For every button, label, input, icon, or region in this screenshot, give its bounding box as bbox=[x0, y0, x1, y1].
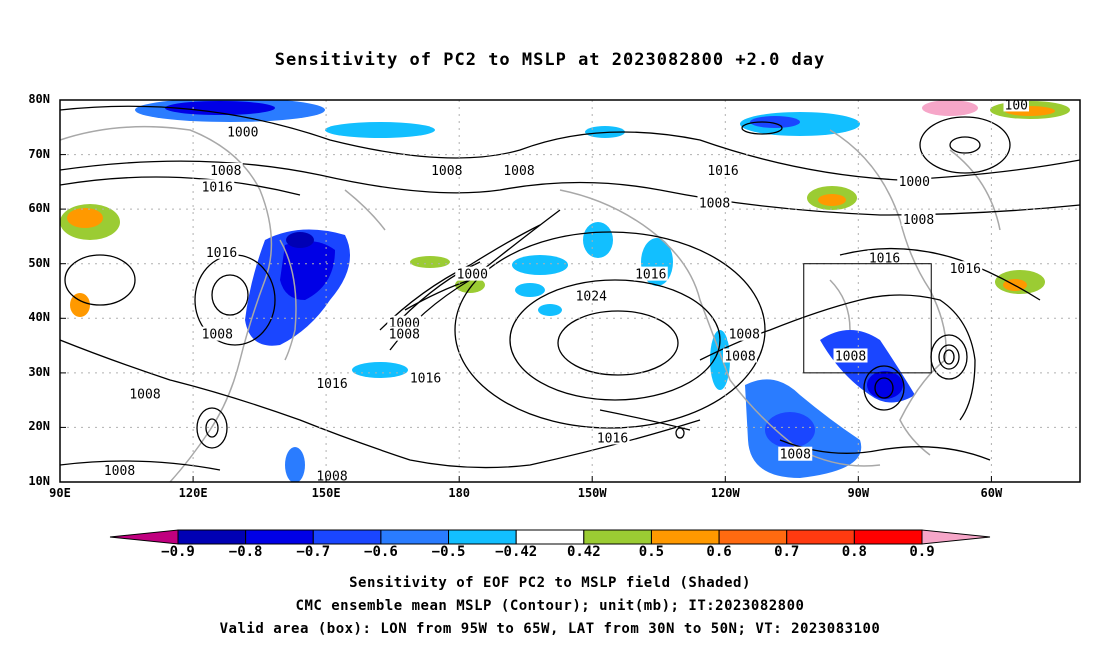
lat-label-60n: 60N bbox=[28, 201, 50, 215]
contour-label-bg bbox=[778, 446, 813, 461]
contour-label-bg bbox=[1003, 97, 1029, 112]
colorbar-tick-label: −0.6 bbox=[364, 544, 398, 560]
contour-label: 1008 bbox=[780, 448, 811, 463]
contour-label: 1008 bbox=[431, 164, 462, 179]
lon-label-90w: 90W bbox=[847, 486, 870, 500]
lat-label-80n: 80N bbox=[28, 92, 50, 106]
contour-label: 1008 bbox=[202, 328, 233, 343]
valid-area-box bbox=[803, 263, 932, 374]
contour-label-bg bbox=[315, 468, 349, 483]
contour-label-bg bbox=[128, 386, 162, 401]
contour-label-bg bbox=[727, 326, 762, 341]
lon-label-60w: 60W bbox=[980, 486, 1003, 500]
contour-label-bg bbox=[315, 375, 349, 390]
contour-label: 1000 bbox=[899, 175, 930, 190]
contour-label-bg bbox=[225, 124, 260, 139]
contour-label-bg bbox=[208, 162, 243, 177]
lon-label-180: 180 bbox=[448, 486, 471, 500]
contour-label-bg bbox=[502, 162, 536, 177]
colorbar-tick-label: −0.42 bbox=[495, 544, 538, 560]
lon-label-150e: 150E bbox=[311, 486, 341, 500]
colorbar-tick-label: 0.6 bbox=[706, 544, 732, 560]
contour-label: 1016 bbox=[202, 180, 233, 195]
colorbar-tick-label: 0.42 bbox=[566, 544, 601, 560]
caption-line-2: CMC ensemble mean MSLP (Contour); unit(m… bbox=[295, 598, 805, 614]
contour-label: 1016 bbox=[597, 431, 628, 446]
contour-label: 1016 bbox=[950, 262, 981, 277]
tick-marks bbox=[60, 99, 992, 483]
contour-label: 1008 bbox=[724, 349, 755, 364]
colorbar-tick-label: −0.8 bbox=[228, 544, 263, 560]
contour-label: 1016 bbox=[206, 246, 237, 261]
contour-label-bg bbox=[706, 162, 740, 177]
contour-label-bg bbox=[200, 179, 235, 194]
contour-label: 1024 bbox=[576, 289, 607, 304]
colorbar-tick-label: 0.8 bbox=[841, 544, 867, 560]
contour-label-bg bbox=[723, 348, 757, 363]
colorbar-tick-label: −0.7 bbox=[296, 544, 331, 560]
contour-label-bg bbox=[901, 212, 936, 227]
contour-label-bg bbox=[387, 315, 422, 330]
lon-label-90e: 90E bbox=[49, 486, 71, 500]
contour-label: 1008 bbox=[104, 464, 135, 479]
lat-label-10n: 10N bbox=[28, 474, 50, 488]
contour-label-bg bbox=[633, 266, 668, 281]
contour-label: 1008 bbox=[503, 164, 534, 179]
map-frame bbox=[59, 99, 1081, 483]
contour-label-bg bbox=[204, 244, 239, 259]
caption-line-1: Sensitivity of EOF PC2 to MSLP field (Sh… bbox=[349, 575, 751, 591]
contour-label: 1016 bbox=[316, 377, 347, 392]
contour-label: 1000 bbox=[457, 268, 488, 283]
contour-label-bg bbox=[429, 162, 464, 177]
contour-label-bg bbox=[948, 261, 983, 276]
contour-label: 1008 bbox=[210, 164, 241, 179]
contour-label-bg bbox=[697, 195, 732, 210]
lon-label-120e: 120E bbox=[178, 486, 208, 500]
lat-label-20n: 20N bbox=[28, 419, 50, 433]
contour-label: 1008 bbox=[389, 328, 420, 343]
contour-label-bg bbox=[387, 326, 422, 341]
contour-label: 1008 bbox=[699, 197, 730, 212]
contour-label: 1008 bbox=[903, 213, 934, 228]
sensitivity-shading bbox=[60, 100, 1070, 482]
contour-label: 1016 bbox=[869, 251, 900, 266]
lon-label-150w: 150W bbox=[577, 486, 607, 500]
contour-label-bg bbox=[408, 370, 443, 385]
contour-label: 1016 bbox=[635, 268, 666, 283]
contour-label: 1008 bbox=[729, 328, 760, 343]
colorbar-tick-label: 0.5 bbox=[638, 544, 665, 560]
contour-label-bg bbox=[455, 266, 490, 281]
mslp-contours bbox=[60, 105, 1080, 471]
colorbar-tick-label: 0.7 bbox=[774, 544, 800, 560]
contour-label-bg bbox=[867, 250, 902, 265]
contour-label: 1008 bbox=[316, 470, 347, 485]
caption-line-3: Valid area (box): LON from 95W to 65W, L… bbox=[219, 621, 881, 637]
lat-label-30n: 30N bbox=[28, 365, 50, 379]
contour-label-bg bbox=[595, 430, 630, 445]
contour-label: 1008 bbox=[835, 349, 866, 364]
contour-label: 1016 bbox=[410, 371, 441, 386]
chart-title: Sensitivity of PC2 to MSLP at 2023082800… bbox=[274, 50, 826, 70]
contour-label: 1008 bbox=[129, 388, 160, 403]
lat-label-50n: 50N bbox=[28, 256, 50, 270]
contour-label-bg bbox=[200, 326, 235, 341]
colorbar-tick-label: −0.5 bbox=[431, 544, 466, 560]
contour-label: 1016 bbox=[707, 164, 738, 179]
colorbar-tick-label: −0.9 bbox=[161, 544, 195, 560]
contour-label-bg bbox=[574, 288, 609, 303]
lat-label-70n: 70N bbox=[28, 147, 50, 161]
lat-label-40n: 40N bbox=[28, 310, 50, 324]
contour-label-bg bbox=[833, 348, 868, 363]
contour-label-bg bbox=[102, 463, 137, 478]
contour-label-bg bbox=[897, 173, 932, 188]
lon-label-120w: 120W bbox=[710, 486, 740, 500]
colorbar-tick-label: 0.9 bbox=[909, 544, 935, 560]
contour-label: 100 bbox=[1005, 98, 1028, 113]
contour-label: 1000 bbox=[227, 126, 258, 141]
